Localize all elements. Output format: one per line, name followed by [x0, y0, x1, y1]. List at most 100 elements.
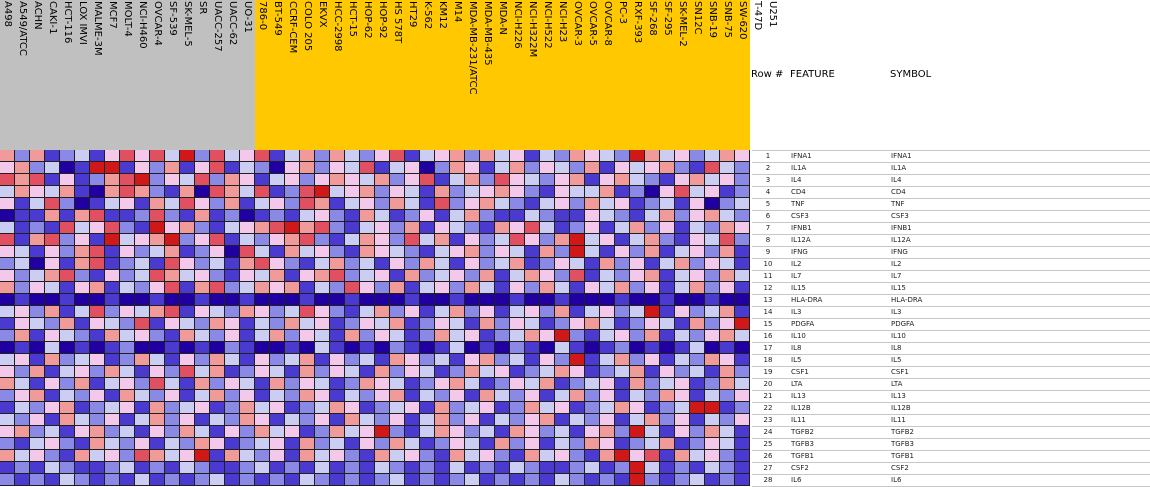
heatmap-cell [495, 198, 510, 210]
heatmap-cell [735, 330, 750, 342]
heatmap-cell [375, 294, 390, 306]
row-symbol: IL1A [891, 164, 907, 172]
heatmap-cell [345, 390, 360, 402]
heatmap-cell [480, 282, 495, 294]
heatmap-cell [600, 222, 615, 234]
heatmap-cell [345, 186, 360, 198]
row-symbol: IL7 [891, 272, 902, 280]
heatmap-cell [390, 354, 405, 366]
heatmap-cell [405, 246, 420, 258]
heatmap-cell [210, 258, 225, 270]
heatmap-cell [270, 294, 285, 306]
heatmap-cell [180, 258, 195, 270]
heatmap-cell [120, 438, 135, 450]
heatmap-cell [480, 246, 495, 258]
heatmap-cell [225, 270, 240, 282]
heatmap-cell [225, 450, 240, 462]
heatmap-cell [60, 306, 75, 318]
heatmap-cell [60, 474, 75, 486]
heatmap-cell [165, 378, 180, 390]
heatmap-cell [510, 438, 525, 450]
heatmap-cell [690, 378, 705, 390]
heatmap-cell [600, 318, 615, 330]
heatmap-cell [315, 318, 330, 330]
heatmap-cell [105, 378, 120, 390]
heatmap-cell [240, 282, 255, 294]
row-divider [752, 414, 1150, 415]
heatmap-cell [735, 354, 750, 366]
row-number: 25 [763, 440, 773, 448]
heatmap-cell [675, 414, 690, 426]
heatmap-cell [0, 294, 15, 306]
heatmap-cell [360, 234, 375, 246]
heatmap-cell [720, 318, 735, 330]
heatmap-cell [0, 258, 15, 270]
heatmap-cell [180, 378, 195, 390]
heatmap-cell [675, 234, 690, 246]
heatmap-cell [120, 246, 135, 258]
row-number: 18 [763, 356, 773, 364]
heatmap-cell [330, 450, 345, 462]
heatmap-cell [465, 282, 480, 294]
heatmap-cell [75, 174, 90, 186]
heatmap-cell [705, 270, 720, 282]
heatmap-cell [540, 258, 555, 270]
heatmap-cell [645, 390, 660, 402]
heatmap-cell [300, 210, 315, 222]
heatmap-cell [345, 462, 360, 474]
heatmap-cell [420, 198, 435, 210]
heatmap-cell [195, 222, 210, 234]
heatmap-cell [60, 438, 75, 450]
heatmap-cell [165, 402, 180, 414]
heatmap-cell [225, 162, 240, 174]
heatmap-cell [690, 474, 705, 486]
heatmap-cell [270, 198, 285, 210]
heatmap-cell [420, 282, 435, 294]
heatmap-cell [585, 402, 600, 414]
heatmap-cell [150, 330, 165, 342]
heatmap-cell [555, 174, 570, 186]
heatmap-cell [60, 414, 75, 426]
heatmap-cell [0, 378, 15, 390]
column-label: EKVX [315, 0, 330, 150]
heatmap-cell [210, 354, 225, 366]
heatmap-cell [465, 186, 480, 198]
heatmap-cell [195, 450, 210, 462]
heatmap-cell [420, 162, 435, 174]
heatmap-cell [105, 270, 120, 282]
heatmap-cell [480, 414, 495, 426]
heatmap-cell [180, 474, 195, 486]
heatmap-cell [390, 450, 405, 462]
row-feature: IL1A [791, 164, 807, 172]
heatmap-cell [600, 258, 615, 270]
heatmap-cell [435, 210, 450, 222]
heatmap-cell [240, 306, 255, 318]
heatmap-cell [15, 222, 30, 234]
heatmap-cell [30, 174, 45, 186]
heatmap-cell [150, 246, 165, 258]
row-feature: TGFB1 [791, 452, 814, 460]
heatmap-cell [510, 414, 525, 426]
heatmap-cell [510, 378, 525, 390]
heatmap-cell [330, 306, 345, 318]
heatmap-cell [630, 354, 645, 366]
heatmap-cell [150, 186, 165, 198]
heatmap-cell [465, 318, 480, 330]
heatmap-cell [135, 402, 150, 414]
heatmap-cell [645, 462, 660, 474]
heatmap-cell [135, 174, 150, 186]
heatmap-cell [210, 162, 225, 174]
row-divider [752, 402, 1150, 403]
heatmap-cell [180, 234, 195, 246]
heatmap-cell [120, 150, 135, 162]
heatmap-cell [150, 306, 165, 318]
heatmap-cell [0, 162, 15, 174]
heatmap-cell [165, 258, 180, 270]
heatmap-cell [585, 162, 600, 174]
heatmap-cell [495, 378, 510, 390]
column-label: MDA-N [495, 0, 510, 150]
heatmap-cell [105, 450, 120, 462]
heatmap-cell [300, 318, 315, 330]
heatmap-cell [105, 474, 120, 486]
heatmap-cell [660, 330, 675, 342]
